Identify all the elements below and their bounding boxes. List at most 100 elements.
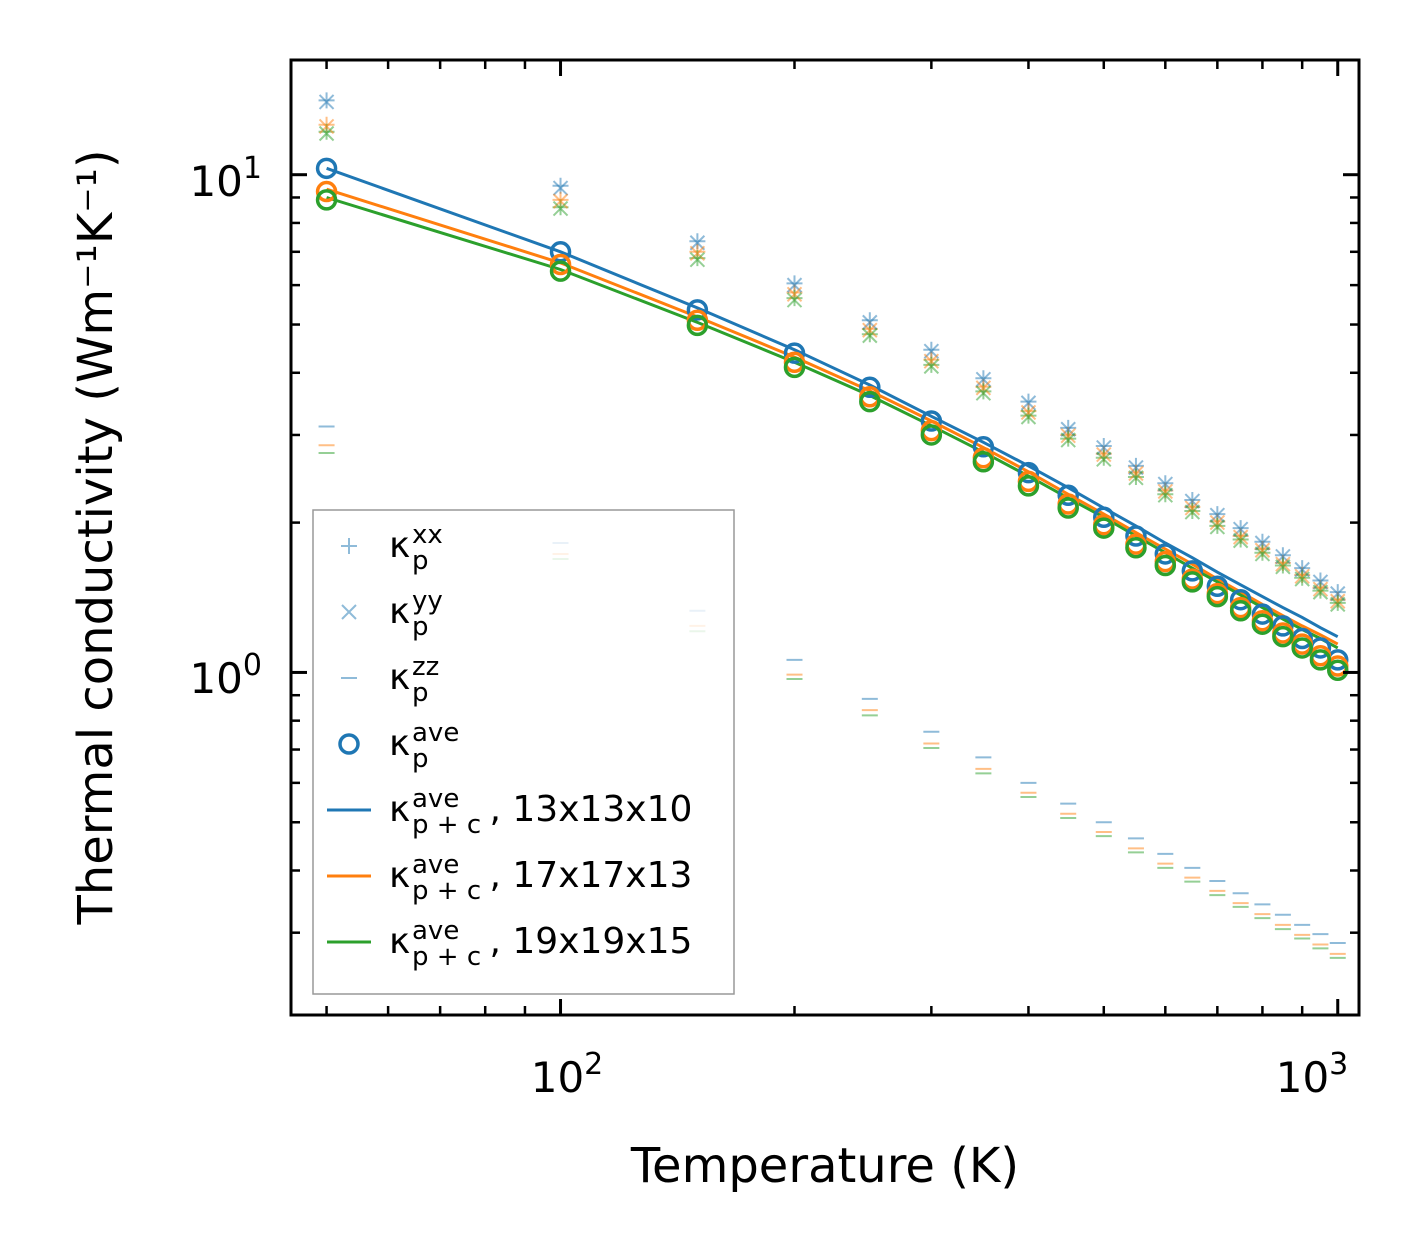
data-point-kyy-13x13x10-600 [1157,476,1174,492]
data-point-kave-13x13x10-600 [1154,543,1177,565]
data-point-kyy-13x13x10-100 [552,180,569,196]
data-point-kave-19x19x15-1000 [1326,659,1349,682]
data-point-kyy-19x19x15-600 [1157,487,1174,503]
data-point-kyy-13x13x10-450 [1060,421,1076,437]
data-point-kyy-19x19x15-450 [1060,432,1076,448]
data-point-kyy-19x19x15-850 [1275,559,1291,575]
data-point-kxx-19x19x15-500 [1095,449,1112,466]
legend-entry-3: κave p [338,718,459,774]
data-point-kave-19x19x15-150 [686,314,709,337]
data-point-kyy-19x19x15-100 [552,200,569,217]
data-point-kave-19x19x15-250 [859,390,881,413]
data-point-kyy-17x17x13-900 [1294,568,1310,585]
data-point-kave-13x13x10-650 [1181,560,1204,582]
data-point-kyy-17x17x13-750 [1232,529,1249,545]
data-point-kyy-19x19x15-500 [1096,451,1112,468]
data-point-kyy-17x17x13-100 [552,193,569,209]
legend-marker-cross [341,604,357,620]
legend-entry-2: κzz p [341,652,439,708]
data-point-kyy-17x17x13-1000 [1330,593,1346,609]
legend-entry-4: κave p + c, 13x13x10 [327,784,692,840]
data-point-kyy-19x19x15-800 [1254,546,1271,562]
data-point-kyy-17x17x13-650 [1184,500,1201,516]
legend-label: κave p + c, 13x13x10 [389,784,692,840]
data-point-kyy-19x19x15-300 [923,358,940,375]
data-point-kave-19x19x15-950 [1309,649,1332,671]
legend-label: κyy p [389,586,443,642]
data-point-kave-13x13x10-400 [1017,461,1040,484]
series-line-kp-c-13x13x10 [326,166,1339,639]
axis-ticks [291,60,1359,1015]
data-point-kyy-17x17x13-500 [1096,446,1112,463]
data-point-kyy-17x17x13-700 [1209,514,1226,531]
y-axis-label: Thermal conductivity (Wm⁻¹K⁻¹) [68,149,124,925]
data-point-kave-19x19x15-200 [783,356,806,379]
data-point-kyy-19x19x15-150 [689,251,706,268]
x-tick-label-1000: 103 [1276,1047,1349,1102]
data-point-kave-13x13x10-350 [972,436,995,458]
data-point-kave-13x13x10-850 [1272,615,1294,637]
x-tick-label-100: 102 [531,1047,604,1102]
svg-text:101: 101 [189,151,262,206]
data-point-kxx-13x13x10-100 [552,177,569,194]
plot-frame [289,58,1361,1017]
data-point-kyy-17x17x13-850 [1275,556,1291,572]
data-point-kxx-19x19x15-450 [1060,430,1077,447]
data-point-kave-13x13x10-800 [1251,603,1274,625]
data-point-kave-19x19x15-600 [1154,554,1177,577]
data-point-kave-19x19x15-900 [1291,637,1313,659]
data-point-kyy-19x19x15-950 [1312,584,1329,600]
data-point-kave-13x13x10-550 [1125,525,1147,547]
data-point-kave-13x13x10-500 [1093,506,1115,529]
data-point-kave-19x19x15-850 [1272,625,1294,648]
data-point-kyy-13x13x10-500 [1096,439,1112,456]
data-point-kyy-17x17x13-450 [1060,427,1076,444]
data-point-kyy-17x17x13-50 [318,118,335,135]
data-point-kyy-19x19x15-50 [318,125,335,142]
data-point-kave-19x19x15-400 [1017,475,1040,497]
data-point-kave-19x19x15-750 [1229,600,1252,622]
data-point-kyy-17x17x13-950 [1312,581,1329,597]
data-point-kave-13x13x10-750 [1229,588,1252,611]
legend-label: κxx p [389,520,443,576]
legend-box [312,509,735,995]
legend-label: κave p + c, 19x19x15 [389,916,692,972]
series-kyy-19x19x15 [318,125,1346,613]
series-kyy-17x17x13 [318,118,1346,609]
legend-entries: κxx p κyy p κzz p κave p κave p + c, 13x13x10 κave… [327,520,692,972]
data-point-kyy-19x19x15-650 [1184,504,1201,520]
data-point-kyy-17x17x13-300 [923,353,940,369]
data-point-kyy-17x17x13-250 [862,322,878,338]
data-point-kyy-19x19x15-250 [862,327,878,344]
data-point-kyy-17x17x13-200 [786,286,803,303]
svg-text:102: 102 [531,1047,604,1102]
y-tick-label-10: 101 [189,151,262,206]
data-point-kave-13x13x10-450 [1057,484,1079,506]
data-point-kave-13x13x10-150 [686,299,709,321]
legend-entry-5: κave p + c, 17x17x13 [327,850,692,906]
data-point-kyy-17x17x13-150 [689,245,706,262]
series-kave-13x13x10 [315,157,1349,671]
series-line-kp-c-17x17x13 [326,187,1339,646]
data-point-kyy-19x19x15-200 [786,292,803,308]
data-point-kyy-19x19x15-1000 [1330,596,1346,613]
data-point-kave-13x13x10-700 [1206,575,1229,597]
data-point-kyy-17x17x13-800 [1254,542,1271,558]
series-layer [315,92,1349,959]
data-point-kyy-13x13x10-650 [1184,493,1201,509]
data-point-kyy-19x19x15-550 [1128,470,1144,486]
legend-marker-circle [338,733,360,755]
data-point-kyy-19x19x15-750 [1232,532,1249,549]
data-point-kave-19x19x15-500 [1093,517,1115,539]
svg-text:100: 100 [189,648,262,703]
data-point-kave-13x13x10-50 [315,157,338,180]
legend: κxx p κyy p κzz p κave p κave p + c, 13x13x10 κave… [312,509,735,995]
data-point-kave-19x19x15-650 [1181,571,1204,593]
legend-entry-1: κyy p [341,586,443,642]
series-kp-c-17x17x13 [326,187,1339,646]
data-point-kave-19x19x15-300 [920,424,943,446]
data-point-kave-19x19x15-550 [1125,537,1147,559]
data-point-kxx-19x19x15-1000 [1329,594,1346,611]
data-point-kave-19x19x15-350 [972,451,995,473]
